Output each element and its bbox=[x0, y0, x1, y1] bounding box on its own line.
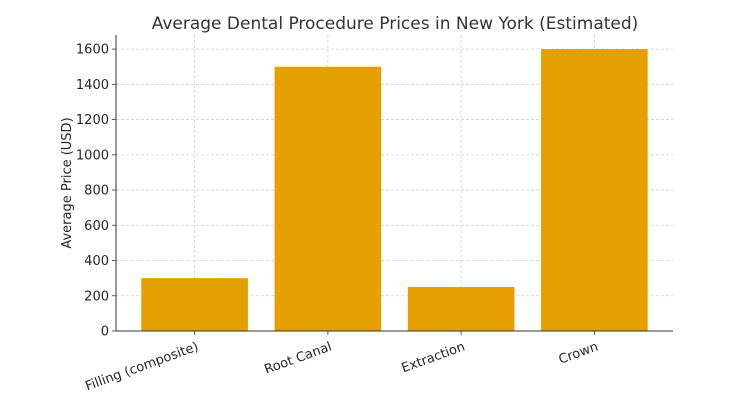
y-tick-label: 600 bbox=[84, 219, 109, 234]
bars bbox=[141, 49, 648, 331]
y-tick-label: 1400 bbox=[76, 78, 109, 93]
x-tick-label: Extraction bbox=[400, 339, 468, 376]
y-ticks: 0 200 400 600 800 1000 1200 1400 1600 bbox=[76, 43, 116, 340]
x-ticks: Filling (composite) Root Canal Extraction C… bbox=[83, 331, 600, 394]
x-tick-label: Filling (composite) bbox=[83, 339, 200, 394]
bar-root-canal bbox=[274, 66, 382, 331]
y-tick-label: 1000 bbox=[76, 148, 109, 163]
y-tick-label: 0 bbox=[101, 325, 109, 340]
bar-extraction bbox=[407, 286, 515, 331]
y-tick-label: 1200 bbox=[76, 113, 109, 128]
chart-title: Average Dental Procedure Prices in New Y… bbox=[152, 14, 639, 34]
y-tick-label: 400 bbox=[84, 254, 109, 269]
bar-filling-composite- bbox=[141, 278, 248, 331]
y-tick-label: 800 bbox=[84, 184, 109, 199]
y-tick-label: 1600 bbox=[76, 43, 109, 58]
y-axis-label: Average Price (USD) bbox=[60, 117, 75, 248]
y-tick-label: 200 bbox=[84, 289, 109, 304]
bar-crown bbox=[541, 49, 648, 331]
x-tick-label: Root Canal bbox=[263, 339, 334, 377]
x-tick-label: Crown bbox=[557, 339, 601, 367]
